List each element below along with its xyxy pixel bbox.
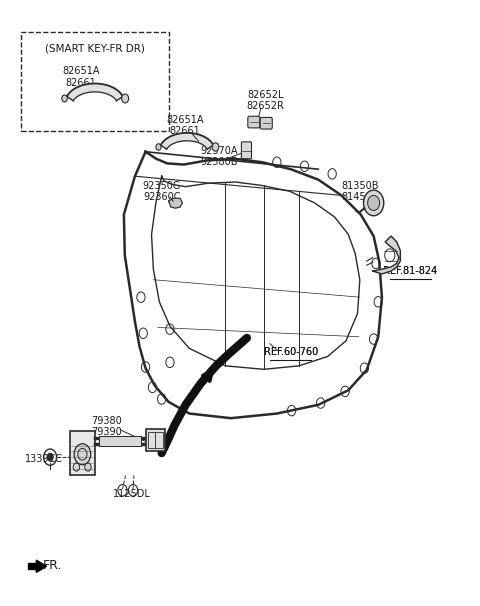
Text: 1339CC: 1339CC	[25, 454, 63, 464]
Polygon shape	[28, 563, 41, 570]
Text: REF.81-824: REF.81-824	[384, 266, 438, 276]
Bar	[99, 436, 141, 446]
Polygon shape	[372, 236, 400, 274]
Polygon shape	[67, 84, 123, 101]
Bar	[148, 432, 163, 448]
Circle shape	[156, 144, 161, 150]
Circle shape	[73, 463, 80, 471]
Text: 82651A
82661: 82651A 82661	[166, 115, 204, 136]
Polygon shape	[36, 560, 47, 572]
Text: 82652L
82652R: 82652L 82652R	[246, 90, 284, 112]
Circle shape	[121, 94, 129, 103]
Circle shape	[74, 444, 91, 465]
FancyBboxPatch shape	[241, 142, 252, 159]
Circle shape	[368, 195, 380, 210]
Text: 1125DL: 1125DL	[113, 489, 151, 499]
Text: 92350G
92360C: 92350G 92360C	[143, 181, 181, 202]
Circle shape	[363, 190, 384, 216]
Bar	[21, 33, 168, 132]
Circle shape	[47, 453, 53, 461]
Text: REF.60-760: REF.60-760	[264, 347, 318, 358]
Text: (SMART KEY-FR DR): (SMART KEY-FR DR)	[45, 43, 145, 53]
Text: 92370A
92380B: 92370A 92380B	[201, 145, 238, 167]
FancyBboxPatch shape	[260, 118, 272, 129]
Text: REF.60-760: REF.60-760	[264, 347, 318, 358]
Text: 79380
79390: 79380 79390	[91, 416, 122, 437]
Polygon shape	[161, 133, 213, 149]
Bar	[70, 431, 95, 474]
Polygon shape	[168, 198, 182, 208]
Circle shape	[212, 143, 219, 151]
FancyBboxPatch shape	[248, 116, 260, 128]
Bar	[145, 429, 165, 451]
Text: 82651A
82661: 82651A 82661	[62, 67, 100, 88]
Circle shape	[62, 95, 67, 102]
Text: REF.81-824: REF.81-824	[384, 266, 438, 276]
Circle shape	[84, 463, 91, 471]
Text: FR.: FR.	[43, 559, 62, 573]
Text: 81350B
81456C: 81350B 81456C	[341, 181, 379, 202]
